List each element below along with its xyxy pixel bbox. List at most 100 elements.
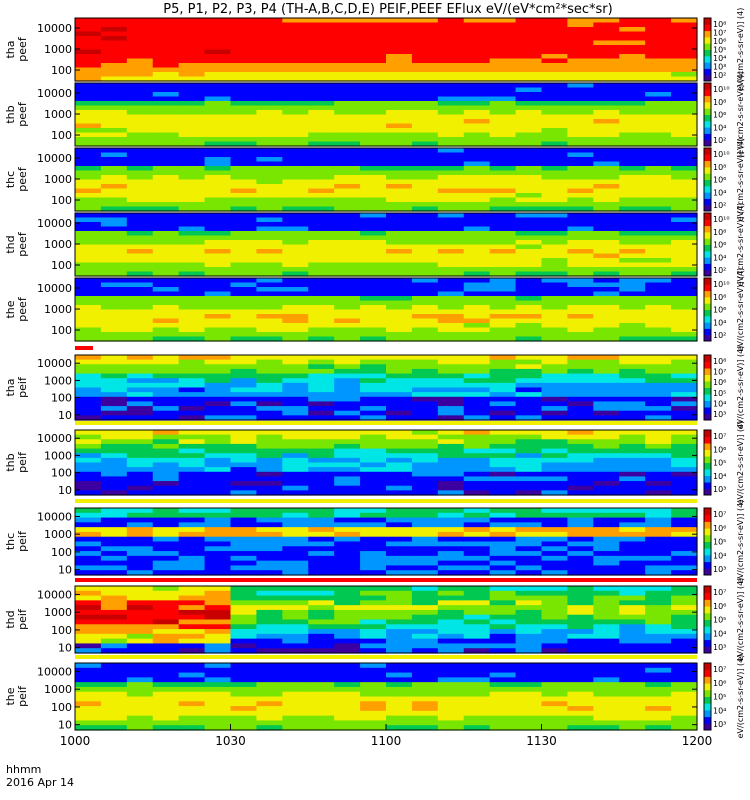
heatmap-cell (100, 619, 128, 625)
heatmap-cell (671, 18, 698, 24)
heatmap-cell (334, 305, 361, 311)
heatmap-cell (386, 629, 413, 635)
colorbar-tick-label: 10⁶ (713, 445, 726, 454)
heatmap-cell (308, 96, 335, 102)
heatmap-cell (75, 682, 102, 688)
heatmap-cell (334, 253, 361, 259)
heatmap-cell (360, 701, 387, 707)
heatmap-cell (541, 586, 569, 592)
heatmap-cell (126, 67, 154, 73)
heatmap-cell (256, 336, 283, 342)
heatmap-cell (100, 267, 128, 273)
heatmap-cell (360, 49, 387, 55)
heatmap-cell (593, 633, 620, 640)
heatmap-cell (178, 157, 206, 163)
heatmap-cell (619, 87, 646, 93)
heatmap-cell (126, 327, 154, 333)
heatmap-cell (567, 663, 594, 669)
heatmap-cell (489, 638, 517, 645)
heatmap-cell (126, 410, 154, 416)
heatmap-cell (437, 161, 465, 167)
heatmap-cell (437, 305, 465, 311)
heatmap-cell (645, 633, 672, 640)
heatmap-cell (360, 235, 387, 241)
heatmap-cell (411, 336, 439, 342)
heatmap-cell (204, 387, 232, 393)
colorbar-frame (703, 17, 712, 82)
heatmap-cell (334, 40, 361, 46)
heatmap-cell (619, 682, 646, 688)
heatmap-cell (671, 682, 698, 688)
heatmap-cell (671, 410, 698, 416)
heatmap-cell (126, 490, 154, 496)
colorbar-segment (704, 508, 711, 516)
heatmap-cell (593, 643, 620, 649)
heatmap-cell (541, 387, 569, 393)
heatmap-cell (308, 706, 335, 712)
heatmap-cell (567, 624, 594, 630)
heatmap-cell (515, 638, 543, 645)
heatmap-cell (308, 522, 335, 528)
heatmap-cell (75, 629, 102, 635)
heatmap-cell (334, 443, 361, 450)
heatmap-cell (515, 323, 543, 329)
heatmap-cell (619, 67, 646, 73)
heatmap-cell (515, 314, 543, 320)
heatmap-cell (567, 92, 594, 98)
heatmap-cell (360, 710, 387, 717)
heatmap-cell (411, 231, 439, 237)
heatmap-cell (204, 188, 232, 194)
heatmap-cell (489, 715, 517, 722)
heatmap-cell (463, 157, 491, 163)
heatmap-cell (593, 677, 620, 683)
heatmap-cell (645, 296, 672, 302)
heatmap-cell (489, 327, 517, 333)
heatmap-cell (463, 128, 491, 134)
heatmap-cell (100, 443, 128, 450)
heatmap-cell (437, 157, 465, 163)
heatmap-cells (75, 663, 698, 731)
heatmap-cell (100, 179, 128, 185)
colorbar-segment (704, 449, 711, 457)
heatmap-cell (75, 531, 102, 538)
heatmap-cell (671, 434, 698, 440)
heatmap-cell (178, 231, 206, 237)
heatmap-cell (619, 629, 646, 635)
heatmap-cell (411, 508, 439, 514)
heatmap-cell (567, 439, 594, 445)
colorbar-segment (704, 475, 711, 483)
heatmap-cell (489, 677, 517, 683)
heatmap-cell (360, 175, 387, 181)
heatmap-cell (437, 137, 465, 143)
heatmap-cell (437, 682, 465, 688)
panel-label: thd (4, 235, 17, 253)
heatmap-cell (75, 249, 102, 255)
heatmap-cell (463, 83, 491, 89)
panel-label: the (4, 687, 17, 705)
heatmap-cell (308, 119, 335, 125)
heatmap-cell (308, 137, 335, 143)
heatmap-cell (256, 392, 283, 398)
heatmap-cell (437, 443, 465, 450)
heatmap-cell (386, 244, 413, 250)
heatmap-cell (386, 471, 413, 478)
heatmap-cell (126, 18, 154, 24)
heatmap-cell (463, 527, 491, 533)
heatmap-cell (411, 213, 439, 219)
heatmap-cell (230, 63, 258, 69)
heatmap-cell (437, 271, 465, 277)
y-tick-label: 1000 (44, 683, 72, 696)
heatmap-cell (334, 123, 361, 129)
heatmap-cell (671, 633, 698, 640)
heatmap-cell (100, 54, 128, 60)
heatmap-cell (360, 396, 387, 403)
panel-label: thc (4, 533, 17, 550)
heatmap-cell (360, 706, 387, 712)
heatmap-cell (437, 439, 465, 445)
heatmap-cell (463, 725, 491, 731)
colorbar-tick-label: 10⁴ (713, 54, 726, 63)
heatmap-cell (515, 672, 543, 678)
heatmap-cell (75, 231, 102, 237)
heatmap-cell (75, 217, 102, 223)
